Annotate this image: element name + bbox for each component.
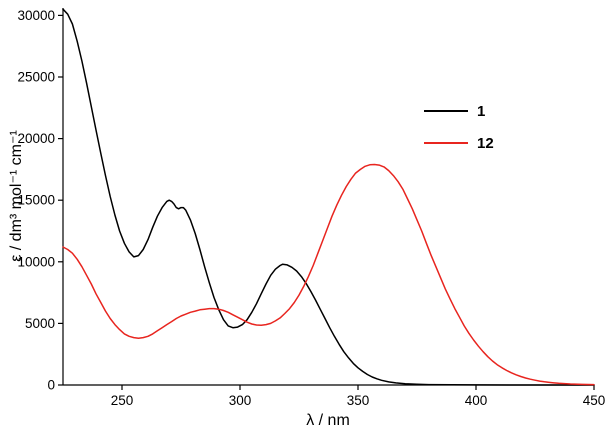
- x-tick-label: 400: [465, 393, 488, 408]
- y-tick-label: 10000: [17, 254, 55, 269]
- series-curve-1: [62, 8, 595, 386]
- legend-label: 12: [477, 134, 494, 152]
- x-tick-label: 300: [229, 393, 252, 408]
- legend-line-red: [424, 142, 468, 144]
- y-tick-label: 20000: [17, 131, 55, 146]
- y-axis-title: ε / dm³ mol⁻¹ cm⁻¹: [8, 130, 25, 262]
- y-tick-label: 30000: [17, 8, 55, 23]
- y-tick-label: 15000: [17, 193, 55, 208]
- y-tick-label: 0: [47, 378, 55, 393]
- x-axis-title: λ / nm: [306, 412, 350, 429]
- legend-entry-12: 12: [424, 132, 494, 154]
- legend: 1 12: [424, 100, 494, 154]
- legend-line-black: [424, 110, 468, 112]
- series-curve-12: [62, 163, 595, 386]
- legend-entry-1: 1: [424, 100, 494, 122]
- x-tick-label: 450: [583, 393, 606, 408]
- x-tick-label: 350: [347, 393, 370, 408]
- y-tick-label: 5000: [25, 316, 55, 331]
- legend-label: 1: [477, 102, 486, 120]
- x-tick-label: 250: [111, 393, 134, 408]
- y-tick-label: 25000: [17, 69, 55, 84]
